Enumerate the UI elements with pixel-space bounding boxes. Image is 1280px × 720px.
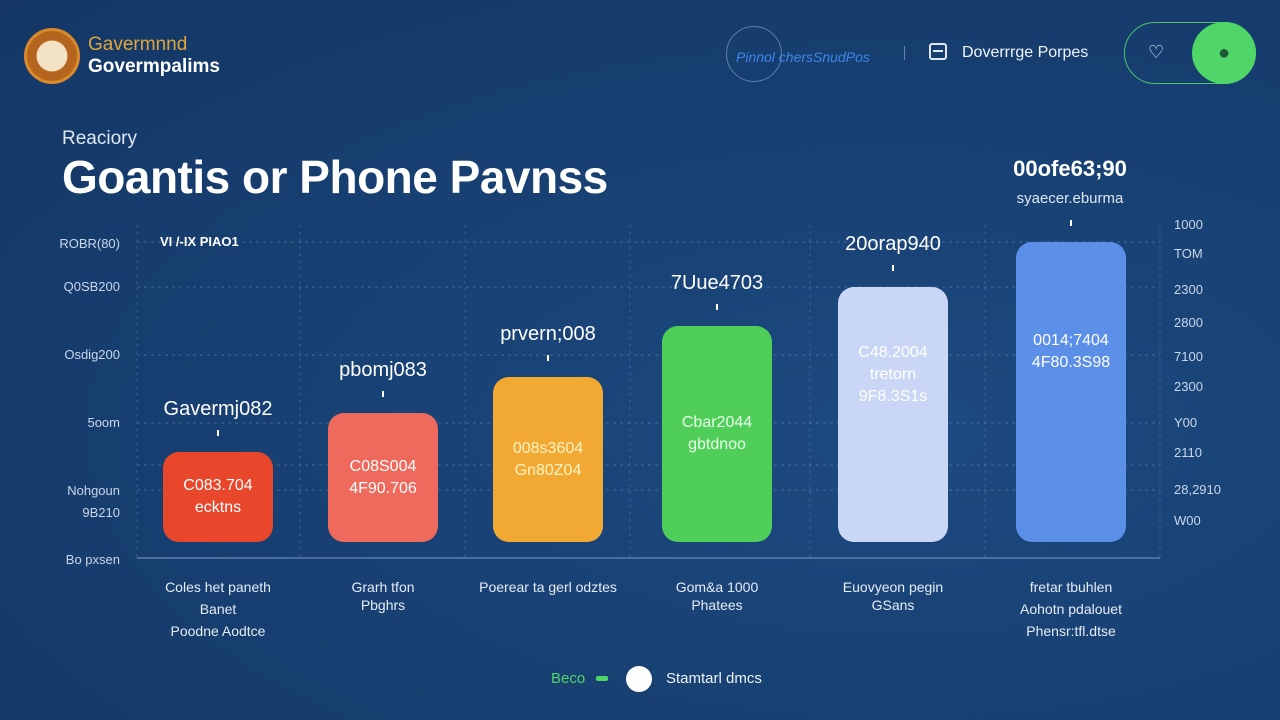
y-tick-right: W00	[1174, 513, 1201, 528]
x-category-label: Coles het paneth	[165, 579, 271, 595]
bar-inner-label: 0014;7404	[1033, 332, 1109, 349]
callout-subtitle: syaecer.eburma	[1016, 190, 1124, 207]
bar-inner-label: 008s3604	[512, 439, 584, 457]
x-category-label: Grarh tfon	[351, 579, 415, 595]
legend-label-white: Stamtarl dmcs	[666, 670, 762, 687]
y-tick-left: Osdig200	[64, 347, 120, 362]
x-category-label: Phatees	[691, 597, 743, 613]
y-tick-right: 1000	[1174, 217, 1203, 232]
bar-inner-label: tretorn	[869, 365, 917, 383]
page-title: Goantis or Phone Pavnss	[62, 151, 608, 203]
x-category-label: Phensr:tfl.dtse	[1026, 623, 1116, 639]
y-tick-left: Nohgoun	[67, 483, 120, 498]
x-category-label: Banet	[199, 601, 237, 617]
government-seal-logo	[24, 28, 80, 84]
heart-icon[interactable]: ♡	[1148, 42, 1165, 62]
bar-inner-label: C083.704	[183, 477, 253, 494]
y-tick-right: 2300	[1174, 282, 1203, 297]
y-tick-right: Y00	[1174, 415, 1198, 430]
list-icon[interactable]	[929, 43, 947, 60]
bar-inner-label: 4F80.3S98	[1031, 354, 1111, 371]
brand-line-2: Govermpalims	[88, 56, 220, 77]
y-tick-right: 2300	[1174, 379, 1203, 394]
y-tick-right: 2800	[1174, 315, 1203, 330]
bar-top-label: pbomj083	[339, 359, 427, 381]
y-tick-left: Q0SB200	[63, 279, 120, 294]
bar-inner-label: C48.2004	[858, 343, 928, 361]
y-tick-right: 7100	[1174, 349, 1203, 364]
legend-swatch-green	[596, 676, 608, 681]
bar[interactable]	[1016, 242, 1126, 542]
bar[interactable]	[493, 377, 603, 542]
bar-inner-label: gbtdnoo	[688, 436, 746, 453]
eyebrow-label: Reaciory	[62, 128, 137, 149]
bar-inner-label: 9F8.3S1s	[858, 387, 928, 405]
series-label: VI /-IX PIAO1	[160, 234, 239, 249]
y-tick-right: 28,2910	[1174, 482, 1221, 497]
bar-inner-label: ecktns	[194, 499, 242, 516]
brand-line-1: Gavermnnd	[88, 34, 188, 55]
y-tick-left: 5oom	[87, 415, 120, 430]
x-category-label: Pbghrs	[360, 597, 406, 613]
bar-top-label: Gavermj082	[163, 398, 273, 420]
bar[interactable]	[163, 452, 273, 542]
nav-link-highlight	[726, 26, 782, 82]
bar-inner-label: C08S004	[349, 457, 417, 475]
x-category-label: GSans	[871, 597, 915, 613]
bar-top-label: 20orap940	[845, 233, 941, 255]
legend-swatch-white	[626, 666, 652, 692]
x-category-label: Poodne Aodtce	[170, 623, 266, 639]
x-category-label: fretar tbuhlen	[1029, 579, 1113, 595]
y-tick-left: ROBR(80)	[59, 236, 120, 251]
bar-inner-label: 4F90.706	[349, 479, 417, 497]
legend-label-green: Beco	[551, 670, 586, 687]
nav-item[interactable]: Doverrrge Porpes	[962, 44, 1089, 61]
bar-top-label: prvern;008	[500, 323, 596, 345]
bar-top-label: 7Uue4703	[670, 272, 764, 294]
x-category-label: Aohotn pdalouet	[1020, 601, 1122, 617]
y-tick-left: 9B210	[82, 505, 120, 520]
nav-divider	[904, 46, 905, 60]
y-tick-right: TOM	[1174, 246, 1203, 261]
y-tick-right: 2110	[1174, 445, 1202, 460]
callout-value: 00ofe63;90	[1013, 156, 1127, 181]
nav-link[interactable]: Pinnol chersSnudPos	[736, 49, 870, 65]
bar[interactable]	[328, 413, 438, 542]
x-category-label: Euovyeon pegin	[842, 579, 944, 595]
x-category-label: Gom&a 1000	[675, 579, 759, 595]
bar-inner-label: Gn80Z04	[514, 461, 582, 479]
bar-inner-label: Cbar2044	[681, 414, 753, 431]
user-icon[interactable]: ●	[1192, 22, 1256, 84]
bar[interactable]	[662, 326, 772, 542]
bar[interactable]	[838, 287, 948, 542]
y-tick-left: Bo pxsen	[65, 552, 120, 567]
x-category-label: Poerear ta gerl odztes	[479, 579, 617, 595]
